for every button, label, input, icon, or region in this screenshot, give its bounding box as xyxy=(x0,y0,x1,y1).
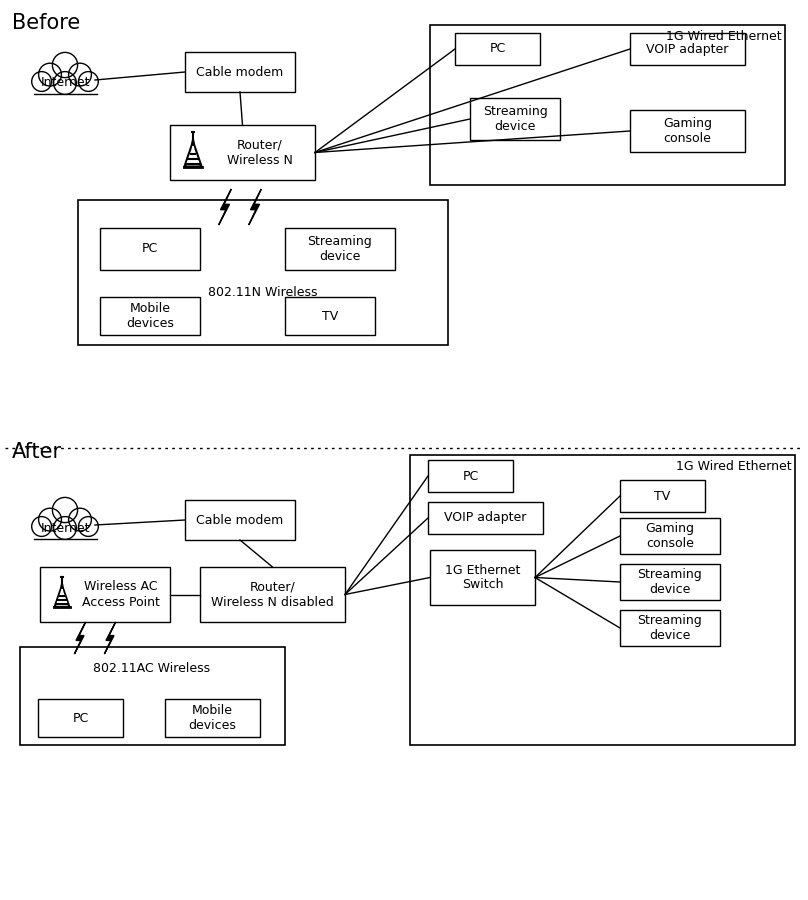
Bar xyxy=(620,564,720,600)
Circle shape xyxy=(78,517,99,536)
Polygon shape xyxy=(104,622,116,654)
Circle shape xyxy=(32,517,52,536)
Text: Cable modem: Cable modem xyxy=(196,66,284,78)
Bar xyxy=(185,500,295,540)
Bar xyxy=(285,297,375,335)
Text: PC: PC xyxy=(73,712,89,724)
Bar xyxy=(410,455,795,745)
Polygon shape xyxy=(74,622,86,654)
Bar xyxy=(170,125,315,180)
Text: 802.11AC Wireless: 802.11AC Wireless xyxy=(94,662,211,674)
Text: TV: TV xyxy=(654,490,671,502)
Circle shape xyxy=(53,517,77,539)
Circle shape xyxy=(39,63,61,86)
Bar xyxy=(100,297,200,335)
Bar xyxy=(20,647,285,745)
Text: PC: PC xyxy=(142,242,158,256)
Text: VOIP adapter: VOIP adapter xyxy=(646,42,729,56)
Bar xyxy=(470,98,560,140)
Text: 1G Ethernet
Switch: 1G Ethernet Switch xyxy=(445,563,520,591)
Bar xyxy=(620,518,720,554)
Circle shape xyxy=(69,63,91,86)
Text: Internet: Internet xyxy=(40,521,90,535)
Polygon shape xyxy=(57,589,67,605)
Bar xyxy=(78,200,448,345)
Bar xyxy=(185,52,295,92)
Text: Mobile
devices: Mobile devices xyxy=(188,704,237,732)
Circle shape xyxy=(53,72,77,94)
Bar xyxy=(38,699,123,737)
Bar xyxy=(620,480,705,512)
Text: Mobile
devices: Mobile devices xyxy=(126,302,174,330)
Text: TV: TV xyxy=(322,310,338,322)
Bar xyxy=(430,25,785,185)
Text: PC: PC xyxy=(462,470,478,482)
Text: Cable modem: Cable modem xyxy=(196,514,284,526)
Bar xyxy=(31,94,99,103)
Bar xyxy=(100,228,200,270)
Text: Streaming
device: Streaming device xyxy=(482,105,547,133)
Polygon shape xyxy=(249,189,261,225)
Text: Before: Before xyxy=(12,13,80,33)
Text: 1G Wired Ethernet: 1G Wired Ethernet xyxy=(676,460,792,473)
Circle shape xyxy=(78,72,99,92)
Text: VOIP adapter: VOIP adapter xyxy=(444,511,527,525)
Text: After: After xyxy=(12,442,62,462)
Bar xyxy=(428,460,513,492)
Circle shape xyxy=(53,498,78,523)
Bar xyxy=(630,110,745,152)
Bar xyxy=(455,33,540,65)
Text: 1G Wired Ethernet: 1G Wired Ethernet xyxy=(667,30,782,43)
Circle shape xyxy=(53,52,78,77)
Text: Router/
Wireless N: Router/ Wireless N xyxy=(227,139,292,166)
Bar xyxy=(285,228,395,270)
Text: Wireless AC
Access Point: Wireless AC Access Point xyxy=(82,580,159,608)
Text: 802.11N Wireless: 802.11N Wireless xyxy=(208,286,318,300)
Text: Streaming
device: Streaming device xyxy=(638,614,702,642)
Bar xyxy=(165,699,260,737)
Bar xyxy=(31,538,99,547)
Text: Router/
Wireless N disabled: Router/ Wireless N disabled xyxy=(211,580,334,608)
Polygon shape xyxy=(184,138,202,167)
Bar xyxy=(428,502,543,534)
Circle shape xyxy=(39,508,61,531)
Bar xyxy=(40,567,170,622)
Bar xyxy=(620,610,720,646)
Bar xyxy=(630,33,745,65)
Text: PC: PC xyxy=(490,42,506,56)
Text: Gaming
console: Gaming console xyxy=(646,522,695,550)
Polygon shape xyxy=(219,189,231,225)
Bar xyxy=(430,550,535,605)
Polygon shape xyxy=(54,581,69,607)
Polygon shape xyxy=(187,146,200,165)
Text: Streaming
device: Streaming device xyxy=(308,235,372,263)
Circle shape xyxy=(69,508,91,531)
Bar xyxy=(200,567,345,622)
Text: Gaming
console: Gaming console xyxy=(663,117,712,145)
Circle shape xyxy=(32,72,52,92)
Text: Streaming
device: Streaming device xyxy=(638,568,702,596)
Text: Internet: Internet xyxy=(40,76,90,89)
